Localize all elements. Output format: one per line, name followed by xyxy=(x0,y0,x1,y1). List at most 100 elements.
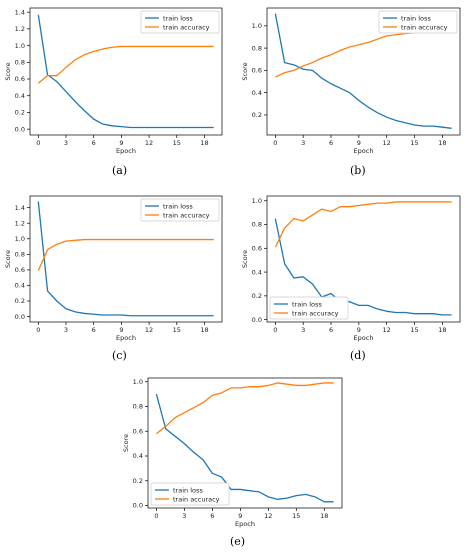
legend-label: train loss xyxy=(173,486,203,494)
chart-panel-b: 0 3 6 9 12 15 18 0.2 0.4 0.6 0.8 1.0 Epoch Score train… xyxy=(241,7,461,155)
series-line-train-loss xyxy=(155,393,334,503)
x-tick-label: 15 xyxy=(292,512,300,520)
y-tick-label: 1.0 xyxy=(252,197,262,205)
x-tick-label: 18 xyxy=(438,139,446,147)
series-line-train-accuracy xyxy=(274,201,452,248)
caption-c: (c) xyxy=(112,349,127,362)
y-tick-label: 1.4 xyxy=(15,8,25,16)
series-line-train-accuracy xyxy=(275,29,452,78)
y-axis-label: Score xyxy=(241,62,249,80)
y-tick-label: 0.8 xyxy=(15,251,25,259)
y-axis-label: Score xyxy=(4,250,12,268)
legend-box xyxy=(150,482,230,506)
legend-box xyxy=(140,198,220,222)
y-tick-label: 0.2 xyxy=(252,292,262,300)
y-tick-label: 0.0 xyxy=(133,502,143,510)
legend-box xyxy=(140,10,220,34)
series-line-train-loss xyxy=(37,201,214,317)
y-tick-label: 0.4 xyxy=(15,282,25,290)
legend-box xyxy=(378,10,458,34)
x-tick-label: 0 xyxy=(36,326,40,334)
x-tick-label: 3 xyxy=(64,139,68,147)
x-tick-label: 15 xyxy=(410,326,418,334)
x-tick-label: 6 xyxy=(210,512,214,520)
caption-a: (a) xyxy=(112,164,128,177)
y-tick-label: 0.8 xyxy=(252,221,262,229)
x-tick-label: 9 xyxy=(357,139,361,147)
plot-frame xyxy=(266,7,461,136)
y-tick-label: 0.0 xyxy=(252,316,262,324)
x-tick-label: 3 xyxy=(301,139,305,147)
x-tick-label: 12 xyxy=(383,326,391,334)
series-line-train-loss xyxy=(274,13,452,129)
x-tick-label: 6 xyxy=(329,326,333,334)
x-tick-label: 15 xyxy=(173,326,181,334)
legend-label: train accuracy xyxy=(163,23,210,31)
y-tick-label: 0.8 xyxy=(15,59,25,67)
y-tick-label: 0.6 xyxy=(15,266,25,274)
y-tick-label: 1.2 xyxy=(15,219,25,227)
x-tick-label: 18 xyxy=(200,139,208,147)
y-tick-label: 0.6 xyxy=(252,245,262,253)
y-tick-label: 1.4 xyxy=(15,204,25,212)
y-tick-label: 0.0 xyxy=(15,125,25,133)
x-tick-label: 9 xyxy=(119,139,123,147)
chart-panel-c: 0 3 6 9 12 15 18 0.0 0.2 0.4 0.6 0.8 1.0 1.2 1.4 Epoch S… xyxy=(4,195,223,342)
legend-label: train accuracy xyxy=(401,23,448,31)
legend-label: train loss xyxy=(292,300,322,308)
chart-panel-e: 0 3 6 9 12 15 18 0.0 0.2 0.4 0.6 0.8 1.0 Epoch Score tr… xyxy=(122,377,343,528)
series-line-train-accuracy xyxy=(155,382,334,435)
x-tick-label: 3 xyxy=(182,512,186,520)
x-tick-label: 0 xyxy=(273,139,277,147)
y-tick-label: 1.0 xyxy=(252,22,262,30)
x-tick-label: 0 xyxy=(154,512,158,520)
plot-frame xyxy=(29,195,223,323)
series-line-train-loss xyxy=(274,218,452,316)
y-tick-label: 0.4 xyxy=(252,268,262,276)
y-axis-label: Score xyxy=(122,434,130,452)
y-tick-label: 0.2 xyxy=(15,109,25,117)
series-line-train-accuracy xyxy=(37,238,214,271)
legend-label: train loss xyxy=(163,14,193,22)
y-tick-label: 1.0 xyxy=(15,42,25,50)
y-tick-label: 0.2 xyxy=(252,111,262,119)
y-tick-label: 1.0 xyxy=(133,378,143,386)
legend-label: train accuracy xyxy=(163,211,210,219)
y-tick-label: 0.8 xyxy=(133,403,143,411)
chart-panel-d: 0 3 6 9 12 15 18 0.0 0.2 0.4 0.6 0.8 1.0 Epoch Score tr… xyxy=(241,195,461,342)
x-tick-label: 12 xyxy=(264,512,272,520)
y-tick-label: 0.4 xyxy=(252,89,262,97)
y-tick-label: 0.4 xyxy=(133,452,143,460)
y-tick-label: 0.8 xyxy=(252,44,262,52)
legend-label: train loss xyxy=(401,14,431,22)
y-axis-label: Score xyxy=(241,250,249,268)
x-tick-label: 12 xyxy=(383,139,391,147)
y-axis-label: Score xyxy=(4,62,12,80)
y-tick-label: 0.4 xyxy=(15,92,25,100)
x-tick-label: 6 xyxy=(92,326,96,334)
x-tick-label: 6 xyxy=(92,139,96,147)
y-tick-label: 0.6 xyxy=(15,75,25,83)
x-tick-label: 3 xyxy=(64,326,68,334)
x-tick-label: 15 xyxy=(410,139,418,147)
x-tick-label: 12 xyxy=(145,326,153,334)
x-tick-label: 0 xyxy=(36,139,40,147)
x-tick-label: 0 xyxy=(273,326,277,334)
legend-label: train loss xyxy=(163,202,193,210)
x-tick-label: 12 xyxy=(145,139,153,147)
y-tick-label: 1.0 xyxy=(15,235,25,243)
x-tick-label: 18 xyxy=(200,326,208,334)
x-tick-label: 18 xyxy=(438,326,446,334)
y-tick-label: 0.2 xyxy=(15,297,25,305)
plot-frame xyxy=(147,377,343,509)
caption-d: (d) xyxy=(350,349,366,362)
x-axis-label: Epoch xyxy=(354,334,374,342)
y-tick-label: 0.2 xyxy=(133,477,143,485)
legend-label: train accuracy xyxy=(292,309,339,317)
series-line-train-accuracy xyxy=(37,45,214,84)
x-axis-label: Epoch xyxy=(116,147,136,155)
caption-e: (e) xyxy=(230,535,246,548)
plot-frame xyxy=(29,7,223,136)
x-tick-label: 15 xyxy=(173,139,181,147)
y-tick-label: 0.0 xyxy=(15,313,25,321)
